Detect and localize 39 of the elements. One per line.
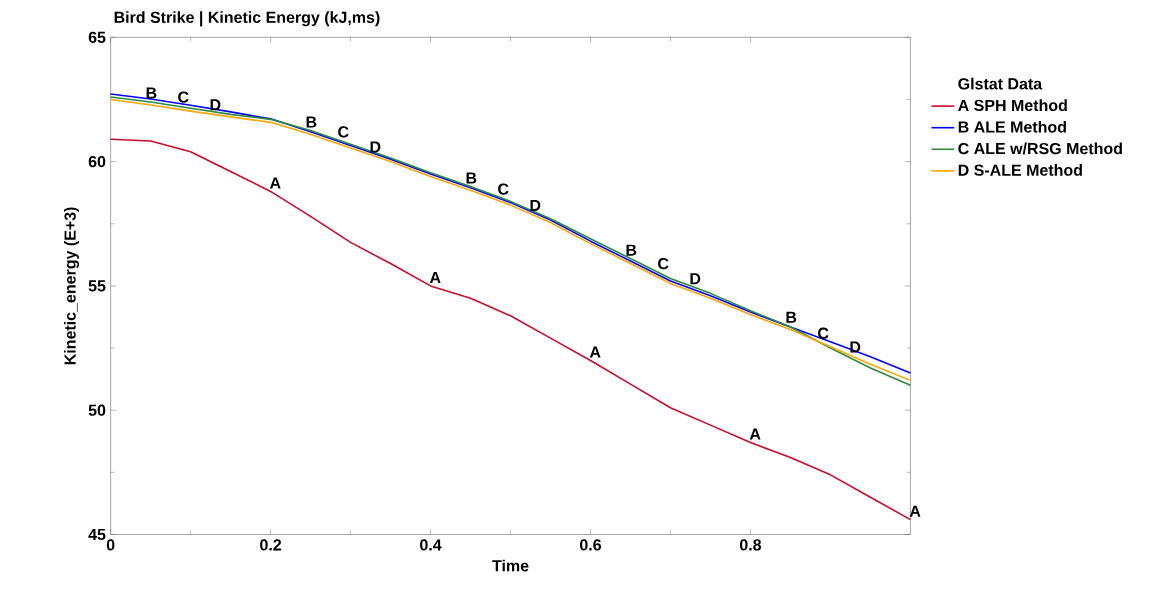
annotation: A xyxy=(749,428,761,440)
chart-title: Bird Strike | Kinetic Energy (kJ,ms) xyxy=(114,11,380,27)
annotation: D xyxy=(850,341,861,353)
annotation: C xyxy=(818,327,829,339)
annotation: D xyxy=(370,141,381,153)
y-tick-label: 65 xyxy=(88,31,106,43)
annotation: B xyxy=(626,244,637,256)
annotation: A xyxy=(909,505,921,517)
annotation: A xyxy=(589,346,601,358)
annotation: C xyxy=(658,257,669,270)
annotation: C xyxy=(338,126,349,138)
annotation: C xyxy=(178,91,189,103)
x-tick-label: 0.4 xyxy=(420,538,442,551)
legend-label: C ALE w/RSG Method xyxy=(958,142,1122,155)
y-tick-label: 50 xyxy=(88,404,106,416)
legend-title: Glstat Data xyxy=(958,77,1043,90)
y-tick-label: 45 xyxy=(88,528,106,540)
line-series xyxy=(109,138,912,521)
y-tick-label: 60 xyxy=(88,155,106,168)
annotation: D xyxy=(690,272,701,284)
y-tick-label: 55 xyxy=(88,280,106,292)
legend-label: B ALE Method xyxy=(958,120,1066,133)
x-tick-label: 0.6 xyxy=(580,538,602,551)
x-tick-label: 0 xyxy=(106,538,115,551)
annotation: B xyxy=(786,311,797,323)
annotation: D xyxy=(210,98,221,110)
annotation: D xyxy=(530,199,541,211)
annotation: C xyxy=(498,183,509,195)
x-tick-label: 0.8 xyxy=(739,538,762,551)
y-axis-title: Kinetic_energy (E+3) xyxy=(64,207,79,364)
annotation: B xyxy=(306,116,317,128)
annotation: B xyxy=(146,87,157,99)
legend-label: D S-ALE Method xyxy=(958,163,1082,176)
x-axis-title: Time xyxy=(492,559,529,572)
annotation: A xyxy=(429,271,441,283)
annotation: B xyxy=(466,172,477,184)
x-tick-label: 0.2 xyxy=(260,538,282,551)
annotation: A xyxy=(269,177,281,189)
legend-label: A SPH Method xyxy=(958,99,1067,111)
